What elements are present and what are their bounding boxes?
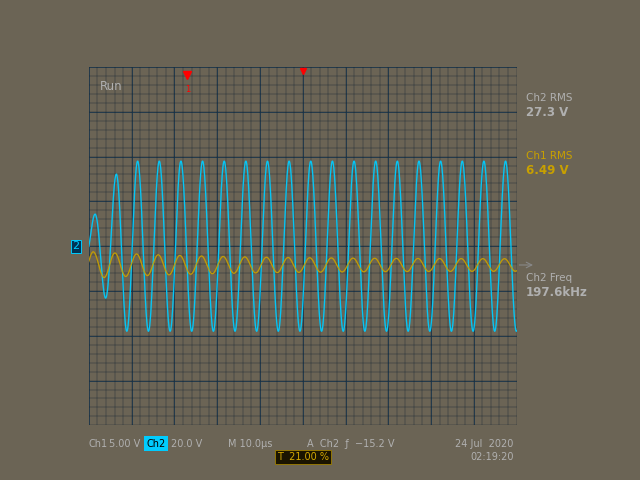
Text: 27.3 V: 27.3 V [526, 106, 568, 119]
Text: T  21.00 %: T 21.00 % [276, 452, 329, 462]
Text: 24 Jul  2020: 24 Jul 2020 [455, 439, 513, 449]
Text: 2: 2 [72, 241, 79, 251]
Text: Ch1: Ch1 [89, 439, 108, 449]
Text: Ch2: Ch2 [147, 439, 166, 449]
Text: 20.0 V: 20.0 V [171, 439, 202, 449]
Text: 02:19:20: 02:19:20 [470, 452, 513, 462]
Text: Run: Run [100, 80, 122, 93]
Text: Ch1 RMS: Ch1 RMS [526, 151, 573, 161]
Text: A  Ch2  ƒ  −15.2 V: A Ch2 ƒ −15.2 V [307, 439, 394, 449]
Text: 1: 1 [185, 85, 190, 94]
Text: Ch2 RMS: Ch2 RMS [526, 93, 573, 103]
Text: Ch2 Freq: Ch2 Freq [526, 273, 572, 283]
Text: 197.6kHz: 197.6kHz [526, 286, 588, 299]
Text: 5.00 V: 5.00 V [109, 439, 141, 449]
Text: M 10.0μs: M 10.0μs [228, 439, 273, 449]
Text: 6.49 V: 6.49 V [526, 164, 569, 177]
